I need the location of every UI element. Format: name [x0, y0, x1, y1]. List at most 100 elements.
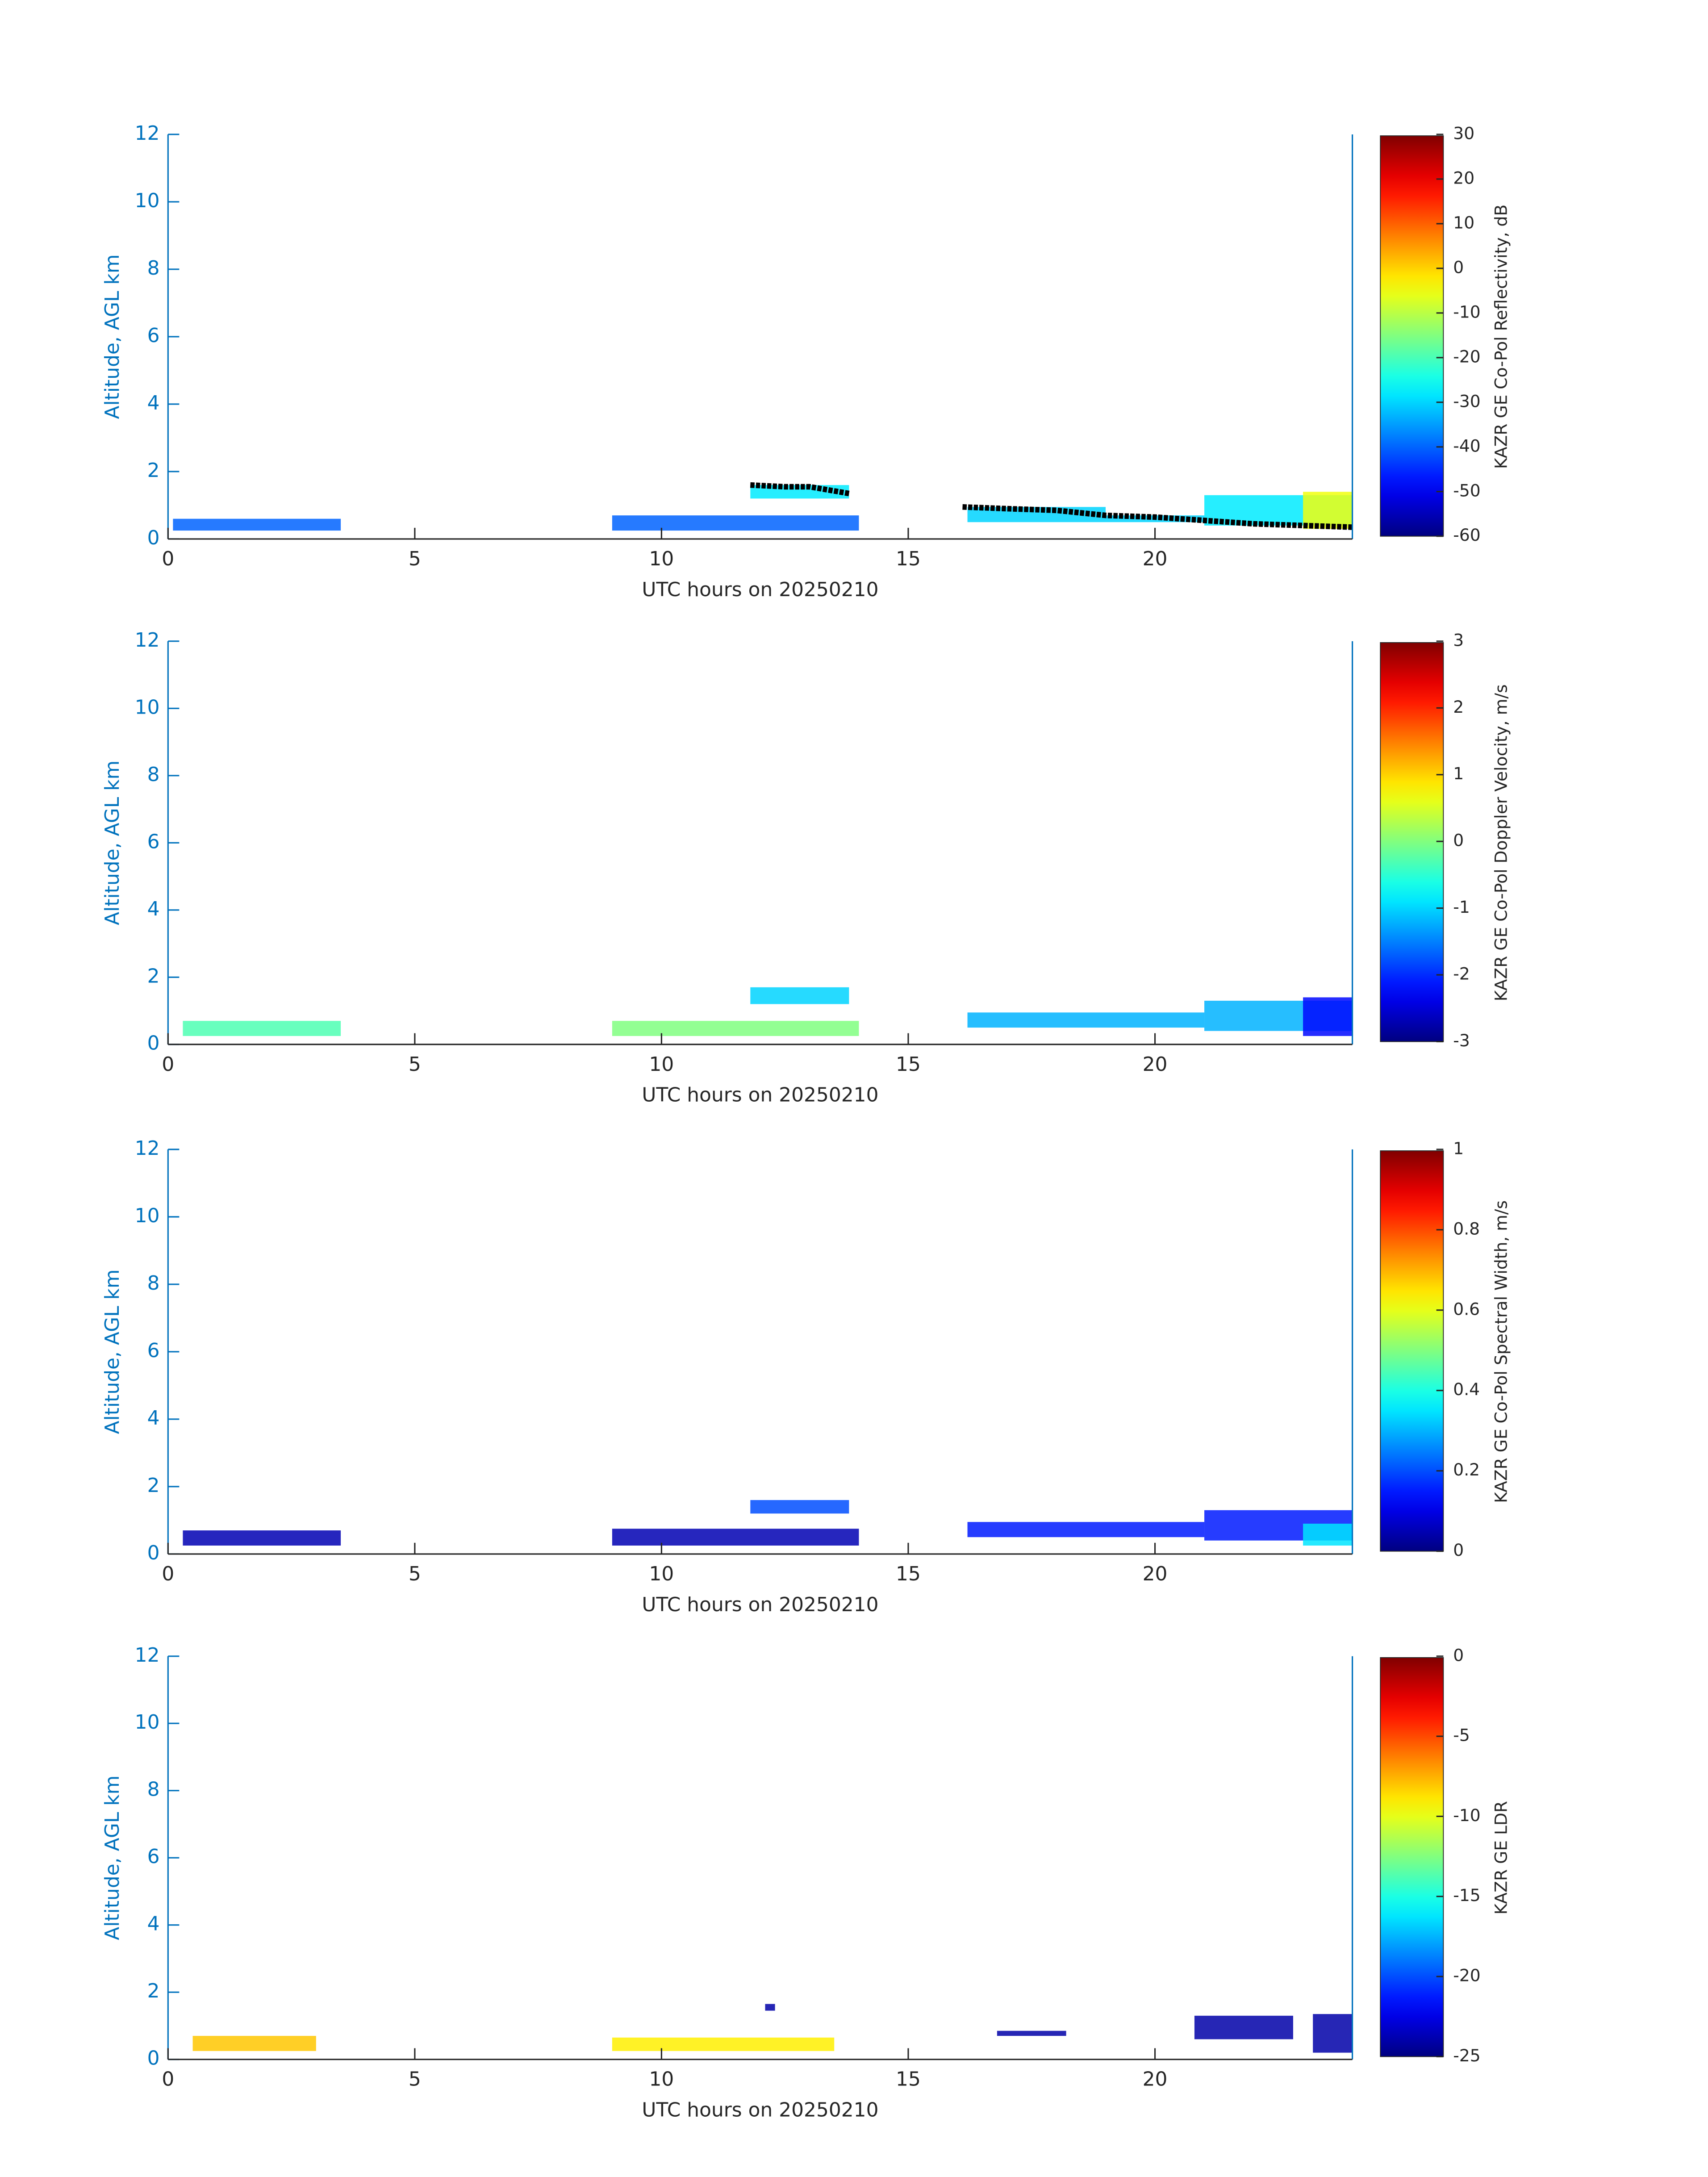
echo-region [765, 2004, 775, 2011]
colorbar-tick-label: 2 [1453, 697, 1464, 717]
colorbar-label: KAZR GE Co-Pol Spectral Width, m/s [1491, 1200, 1511, 1503]
colorbar-tick-label: 0 [1453, 831, 1464, 850]
colorbar-tick-label: 0 [1453, 257, 1464, 277]
y-tick-label: 8 [147, 763, 160, 786]
y-axis-label: Altitude, AGL km [101, 1269, 124, 1434]
colorbar-tick-label: 10 [1453, 213, 1474, 232]
colorbar-tick-label: 0 [1453, 1540, 1464, 1560]
x-tick-label: 0 [162, 2068, 174, 2091]
colorbar-tick-label: -40 [1453, 436, 1480, 455]
x-tick-label: 5 [409, 1563, 421, 1585]
y-tick-label: 12 [135, 1137, 160, 1160]
colorbar-tick-label: 0.8 [1453, 1219, 1480, 1238]
echo-region [1313, 2014, 1353, 2053]
colorbar-tick-label: 3 [1453, 630, 1464, 650]
y-tick-label: 0 [147, 1032, 160, 1055]
y-axis-label: Altitude, AGL km [101, 760, 124, 925]
colorbar-tick-label: 0.4 [1453, 1379, 1480, 1399]
x-tick-label: 5 [409, 1053, 421, 1076]
colorbar-tick-label: -20 [1453, 1966, 1480, 1985]
colorbar-tick-label: 1 [1453, 1138, 1464, 1158]
x-axis-label: UTC hours on 20250210 [642, 2099, 878, 2122]
echo-region [750, 987, 849, 1004]
echo-region [192, 2035, 316, 2051]
echo-region [750, 1500, 849, 1514]
cloud-base-line [750, 482, 1353, 530]
y-tick-label: 2 [147, 1980, 160, 2002]
x-tick-label: 20 [1143, 1053, 1168, 1076]
echo-region [612, 2037, 835, 2051]
y-tick-label: 12 [135, 629, 160, 652]
colorbar-tick-label: 1 [1453, 764, 1464, 783]
y-axis: 0 2 4 6 8 10 12 Altitude, AGL km [101, 122, 1353, 549]
colorbar-tick-label: -2 [1453, 964, 1470, 984]
y-tick-label: 10 [135, 189, 160, 212]
x-tick-label: 0 [162, 1563, 174, 1585]
echo-region [183, 1530, 341, 1546]
y-axis-label: Altitude, AGL km [101, 254, 124, 419]
y-tick-label: 12 [135, 1644, 160, 1667]
y-axis: 0 2 4 6 8 10 12 Altitude, AGL km [101, 629, 1353, 1055]
colorbar [1380, 642, 1444, 1042]
y-tick-label: 0 [147, 1542, 160, 1564]
y-tick-label: 4 [147, 898, 160, 920]
x-tick-label: 0 [162, 1053, 174, 1076]
echo-region [1303, 1523, 1353, 1546]
y-tick-label: 6 [147, 1339, 160, 1362]
echo-region [1303, 997, 1353, 1036]
echo-region [612, 515, 859, 531]
y-tick-label: 8 [147, 1272, 160, 1295]
colorbar-label: KAZR GE LDR [1491, 1801, 1511, 1915]
y-tick-label: 0 [147, 526, 160, 549]
y-tick-label: 6 [147, 1845, 160, 1868]
colorbar-label: KAZR GE Co-Pol Doppler Velocity, m/s [1491, 684, 1511, 1001]
echo-region [967, 1012, 1205, 1028]
x-tick-label: 20 [1143, 1563, 1168, 1585]
y-tick-label: 4 [147, 1913, 160, 1935]
colorbar-tick-label: -1 [1453, 897, 1470, 917]
echo-region [183, 1021, 341, 1036]
x-tick-label: 5 [409, 547, 421, 570]
y-tick-label: 4 [147, 1407, 160, 1429]
colorbar-label: KAZR GE Co-Pol Reflectivity, dB [1491, 205, 1511, 469]
echo-region [967, 1522, 1205, 1538]
y-tick-label: 10 [135, 1204, 160, 1227]
colorbar-tick-label: -50 [1453, 481, 1480, 500]
y-tick-label: 0 [147, 2047, 160, 2070]
echo-region [1194, 2015, 1293, 2039]
y-tick-label: 8 [147, 1778, 160, 1801]
x-axis-label: UTC hours on 20250210 [642, 1593, 878, 1616]
y-axis-label: Altitude, AGL km [101, 1776, 124, 1940]
x-tick-label: 10 [649, 1563, 674, 1585]
y-tick-label: 10 [135, 1711, 160, 1734]
x-tick-label: 15 [896, 2068, 921, 2091]
colorbar-tick-label: 20 [1453, 168, 1474, 188]
x-tick-label: 10 [649, 1053, 674, 1076]
x-tick-label: 15 [896, 1563, 921, 1585]
colorbar-tick-label: 0.2 [1453, 1460, 1480, 1479]
echo-region [750, 485, 849, 499]
x-tick-label: 10 [649, 547, 674, 570]
echo-region [612, 1529, 859, 1546]
y-tick-label: 10 [135, 696, 160, 719]
colorbar [1380, 1657, 1444, 2057]
echo-region [1303, 492, 1353, 529]
x-tick-label: 15 [896, 1053, 921, 1076]
colorbar-tick-label: -10 [1453, 302, 1480, 322]
colorbar-tick-label: -5 [1453, 1726, 1470, 1745]
colorbar-tick-label: -15 [1453, 1885, 1480, 1905]
colorbar-tick-label: -60 [1453, 525, 1480, 545]
x-axis-label: UTC hours on 20250210 [642, 1084, 878, 1107]
y-tick-label: 12 [135, 122, 160, 145]
y-tick-label: 2 [147, 965, 160, 987]
colorbar-tick-label: -3 [1453, 1031, 1470, 1050]
x-tick-label: 20 [1143, 547, 1168, 570]
echo-region [173, 518, 341, 531]
y-tick-label: 2 [147, 1474, 160, 1497]
echo-region [612, 1021, 859, 1036]
